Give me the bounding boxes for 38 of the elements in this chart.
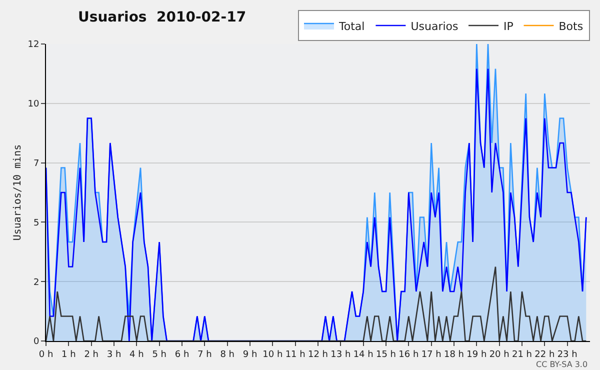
x-tick-label: 10 h	[262, 350, 283, 360]
y-tick-label: 10	[28, 100, 40, 110]
x-tick-label: 14 h	[353, 350, 374, 360]
x-tick-label: 16 h	[398, 350, 419, 360]
legend-label: Bots	[558, 20, 584, 33]
x-tick-label: 11 h	[285, 350, 306, 360]
x-tick-label: 2 h	[84, 350, 98, 360]
x-tick-label: 18 h	[444, 350, 464, 360]
x-tick-label: 6 h	[174, 350, 190, 360]
x-tick-label: 12 h	[308, 350, 328, 360]
x-tick-label: 22 h	[534, 350, 555, 360]
x-tick-label: 9 h	[242, 350, 258, 360]
x-tick-label: 19 h	[466, 350, 487, 360]
line-series	[46, 266, 587, 341]
chart-title: Usuarios 2010-02-17	[78, 10, 246, 26]
x-tick-label: 15 h	[376, 350, 396, 360]
x-tick-label: 7 h	[198, 350, 212, 360]
legend-label: Total	[338, 20, 365, 33]
y-axis-title: Usuarios/10 mins	[12, 144, 24, 241]
x-tick-label: 1 h	[62, 350, 76, 360]
y-tick-label: 7	[33, 158, 40, 169]
x-tick-label: 0 h	[38, 350, 54, 360]
legend-label: IP	[504, 20, 514, 33]
text: CC BY-SA 3.0	[536, 360, 588, 369]
x-tick-label: 8 h	[220, 350, 234, 360]
x-tick-label: 20 h	[489, 350, 510, 360]
x-tick-label: 23 h	[557, 350, 578, 360]
x-tick-label: 21 h	[512, 350, 532, 360]
y-tick-label: 0	[33, 337, 40, 348]
y-tick-label: 5	[33, 218, 40, 228]
y-tick-label: 2	[33, 278, 40, 288]
x-tick-label: 5 h	[152, 350, 166, 360]
x-tick-label: 4 h	[130, 350, 144, 360]
x-tick-label: 13 h	[330, 350, 351, 360]
x-tick-label: 17 h	[421, 350, 442, 360]
legend-label: Usuarios	[410, 20, 459, 33]
x-tick-label: 3 h	[106, 350, 122, 360]
y-tick-label: 12	[28, 40, 40, 50]
